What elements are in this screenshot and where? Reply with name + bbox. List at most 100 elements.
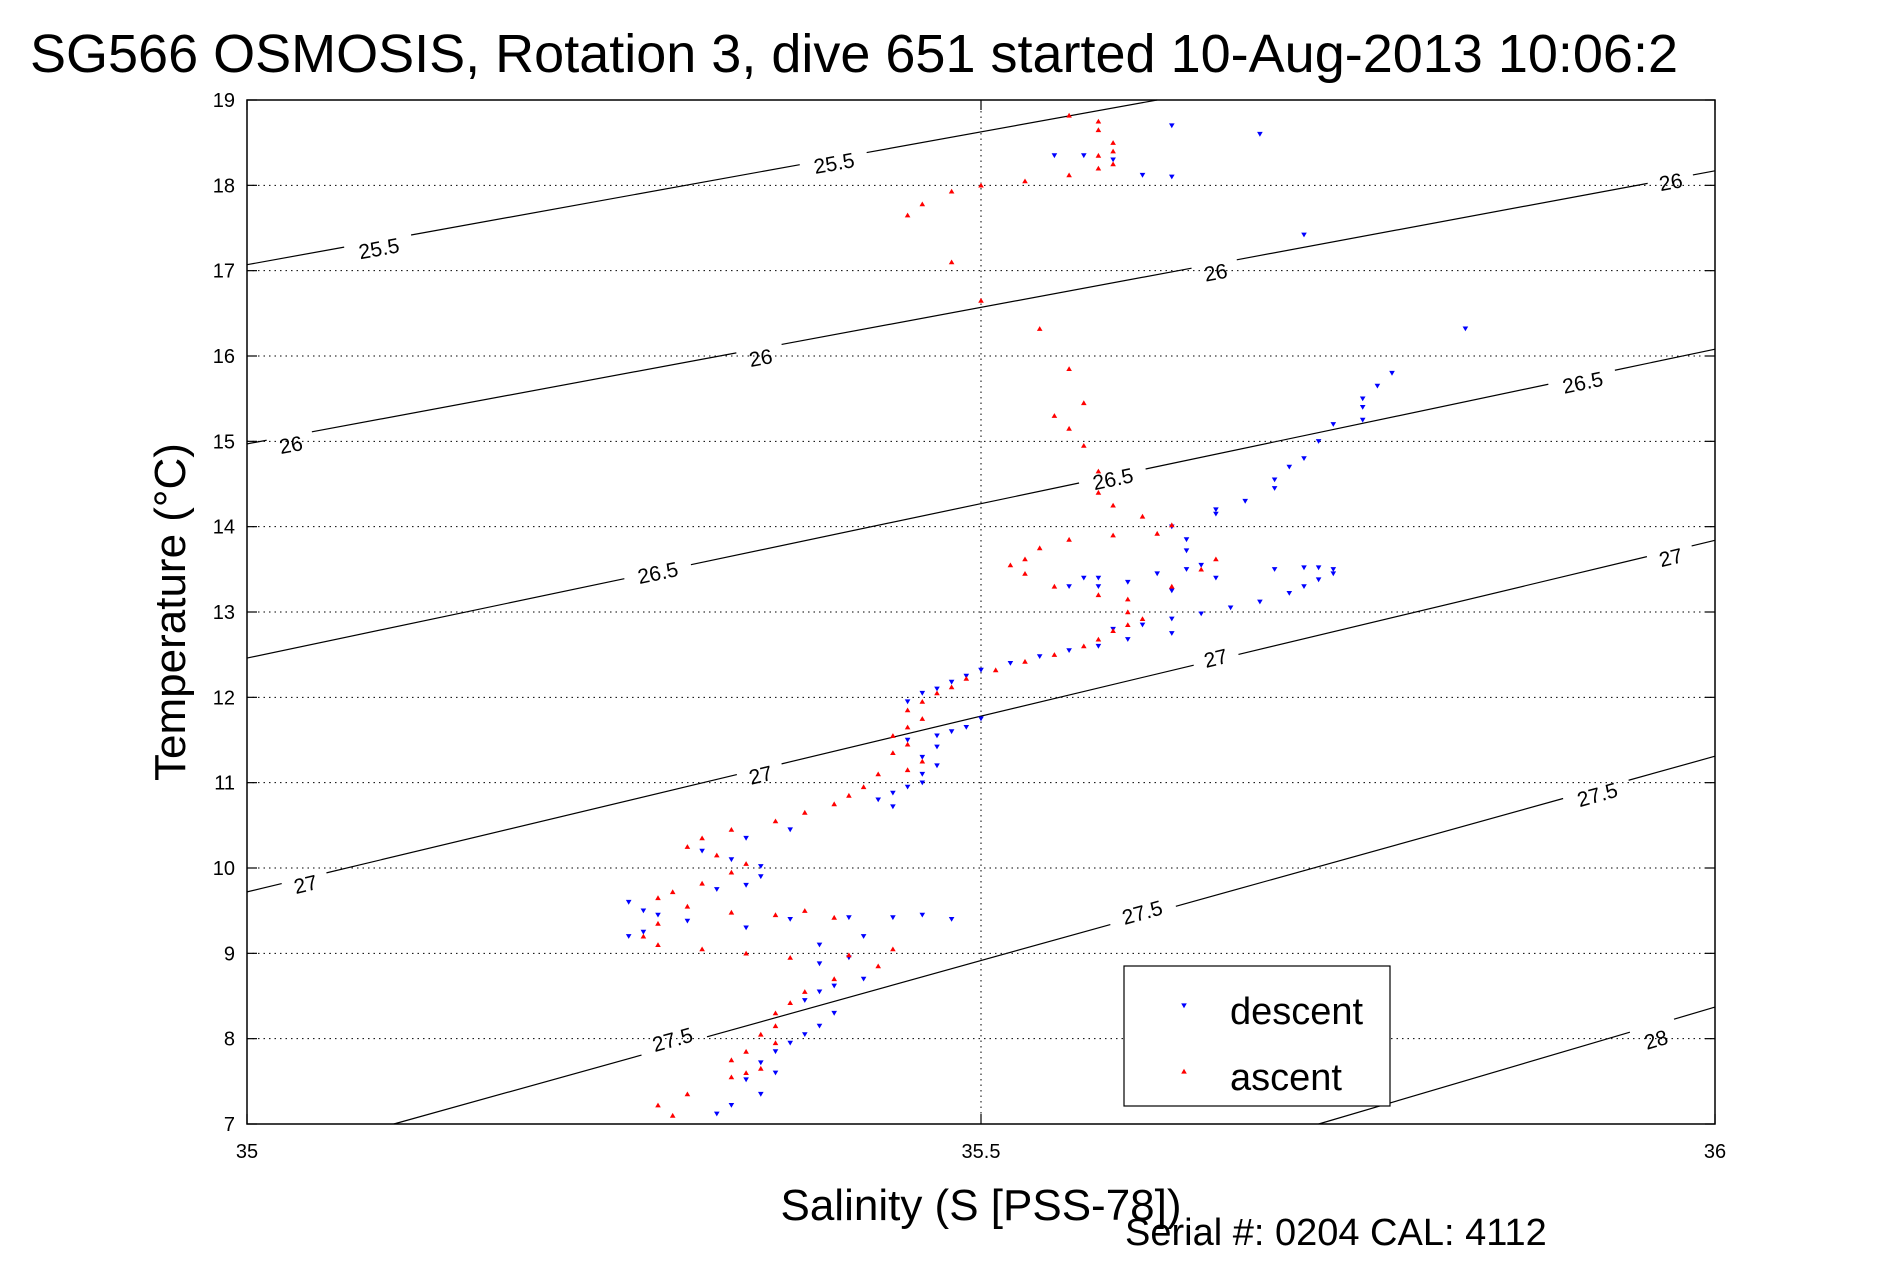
serial-cal-footer: Serial #: 0204 CAL: 4112 bbox=[1125, 1212, 1547, 1254]
ascent-point bbox=[1095, 592, 1102, 598]
descent-point bbox=[772, 1070, 779, 1076]
density-contour-line bbox=[781, 664, 1194, 765]
descent-point bbox=[934, 686, 940, 692]
descent-point bbox=[787, 1040, 793, 1046]
descent-point bbox=[1330, 571, 1337, 577]
descent-point bbox=[1330, 567, 1337, 572]
ascent-point bbox=[1110, 502, 1116, 508]
descent-point bbox=[699, 848, 705, 854]
ascent-point bbox=[1081, 400, 1087, 406]
axis-ticks: 7 8 9 10 11 12 13 14 15 16 17 18 19 35 35.5 36 bbox=[213, 90, 1726, 1163]
ascent-point bbox=[1051, 413, 1058, 418]
ascent-point bbox=[743, 1048, 749, 1054]
ascent-point bbox=[948, 259, 955, 265]
descent-point bbox=[1183, 537, 1190, 543]
ascent-point bbox=[669, 889, 676, 895]
descent-point bbox=[1139, 172, 1146, 178]
descent-point bbox=[640, 929, 647, 935]
descent-point bbox=[1389, 370, 1395, 376]
descent-point bbox=[1183, 548, 1190, 554]
descent-point bbox=[816, 989, 823, 995]
ascent-point bbox=[1095, 636, 1102, 642]
ascent-point bbox=[846, 952, 852, 958]
y-tick-label: 13 bbox=[213, 602, 235, 624]
ascent-point bbox=[1110, 161, 1116, 167]
ascent-point bbox=[904, 212, 911, 218]
ascent-point bbox=[1139, 616, 1146, 621]
y-tick-label: 9 bbox=[224, 943, 235, 965]
ascent-point bbox=[963, 676, 970, 681]
ascent-point bbox=[831, 801, 837, 807]
descent-point bbox=[1066, 648, 1072, 653]
density-contour-label: 25.5 bbox=[357, 234, 401, 264]
ascent-point bbox=[772, 1010, 779, 1016]
legend-box bbox=[1123, 965, 1391, 1107]
descent-point bbox=[948, 679, 955, 685]
density-contours: 25.5 25.5 26 26 26 26 26.5 26.5 26.5 27 27 27 27 27.5… bbox=[246, 99, 1716, 1125]
ascent-point bbox=[1125, 609, 1131, 615]
ascent-point bbox=[728, 909, 735, 915]
density-contour-line bbox=[1175, 797, 1564, 907]
y-axis-label: Temperature (°C) bbox=[146, 443, 195, 781]
legend: descent ascent bbox=[1123, 965, 1391, 1107]
descent-point bbox=[1462, 326, 1469, 332]
descent-point bbox=[655, 912, 661, 918]
descent-point bbox=[640, 908, 647, 914]
x-tick-label: 36 bbox=[1704, 1141, 1726, 1163]
density-contour-line bbox=[410, 164, 800, 236]
descent-point bbox=[1301, 456, 1307, 461]
ascent-point bbox=[1213, 556, 1219, 562]
y-tick-label: 18 bbox=[213, 175, 235, 197]
descent-point bbox=[1271, 567, 1278, 572]
ascent-point bbox=[1036, 545, 1043, 551]
density-contour-label: 27 bbox=[747, 762, 775, 790]
descent-point bbox=[743, 1077, 749, 1083]
descent-point bbox=[1242, 498, 1248, 504]
ascent-point bbox=[787, 1000, 793, 1005]
ascent-point bbox=[1066, 536, 1072, 542]
y-tick-label: 11 bbox=[214, 773, 235, 795]
ascent-point bbox=[978, 182, 984, 188]
ascent-point bbox=[772, 1040, 779, 1046]
ascent-point bbox=[1169, 522, 1175, 528]
descent-point bbox=[758, 874, 764, 880]
ascent-point bbox=[758, 1031, 764, 1037]
ascent-point bbox=[1022, 178, 1028, 184]
ascent-point bbox=[1051, 652, 1058, 657]
descent-point bbox=[1081, 153, 1087, 159]
ascent-point bbox=[1095, 152, 1102, 158]
density-contour-line bbox=[311, 352, 737, 433]
descent-point bbox=[1213, 575, 1219, 581]
descent-point bbox=[934, 763, 940, 769]
y-tick-label: 19 bbox=[213, 90, 235, 112]
descent-point bbox=[1213, 507, 1219, 513]
ascent-point bbox=[1110, 148, 1116, 154]
ascent-point bbox=[758, 1065, 764, 1071]
density-contour-line bbox=[1692, 170, 1716, 176]
descent-point bbox=[919, 754, 926, 760]
density-contour-line bbox=[246, 882, 282, 893]
density-contour-line bbox=[246, 439, 267, 445]
descent-point bbox=[1374, 383, 1381, 389]
ascent-point bbox=[699, 946, 705, 952]
ascent-point bbox=[802, 989, 808, 994]
ascent-point bbox=[1125, 622, 1131, 627]
y-tick-label: 12 bbox=[213, 687, 235, 709]
descent-point bbox=[1125, 579, 1131, 585]
descent-point bbox=[904, 699, 911, 705]
ascent-point bbox=[875, 771, 881, 777]
ascent-point bbox=[1081, 643, 1087, 649]
ascent-point bbox=[904, 724, 911, 730]
ascent-point bbox=[787, 955, 793, 960]
descent-point bbox=[890, 804, 896, 810]
ascent-point bbox=[1022, 658, 1028, 664]
ascent-point bbox=[1066, 112, 1072, 118]
density-contour-line bbox=[706, 923, 1111, 1038]
y-tick-label: 15 bbox=[213, 431, 235, 453]
density-contour-label: 26 bbox=[747, 345, 774, 372]
ascent-point bbox=[919, 699, 926, 704]
density-contour-label: 27.5 bbox=[1575, 779, 1621, 812]
ascent-point bbox=[846, 792, 852, 798]
ascent-point bbox=[1125, 596, 1131, 602]
